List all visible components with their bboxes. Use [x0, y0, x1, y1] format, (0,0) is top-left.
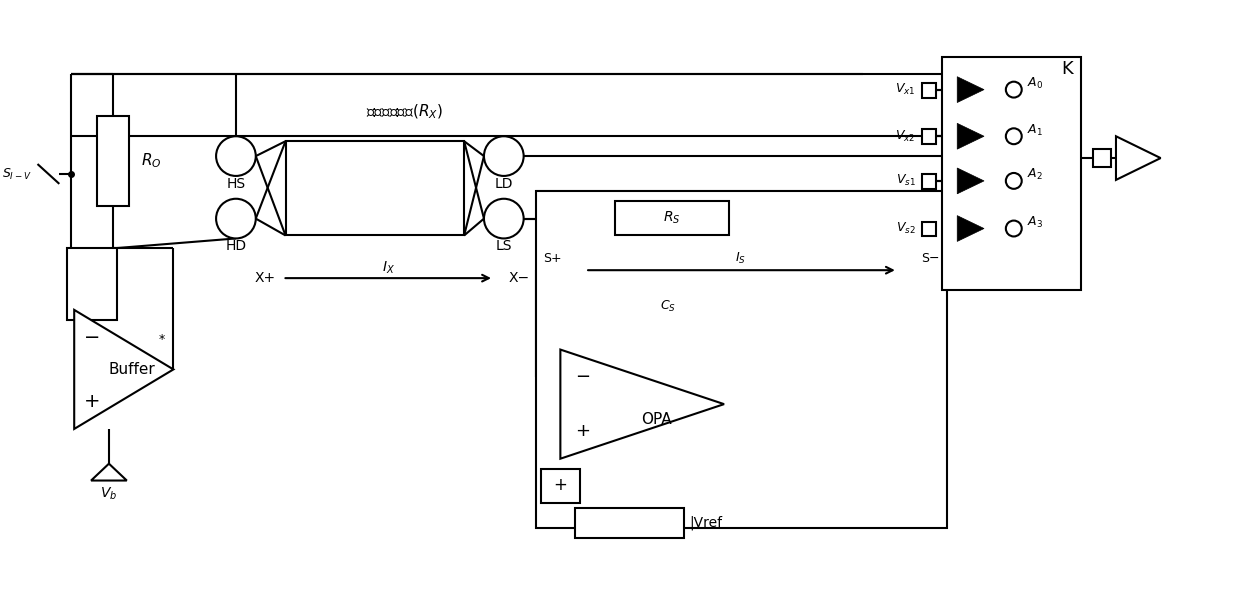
Bar — [541, 469, 580, 504]
Text: 待测样品电阻($R_X$): 待测样品电阻($R_X$) — [366, 102, 443, 121]
Polygon shape — [74, 310, 174, 429]
Circle shape — [484, 136, 523, 176]
Circle shape — [216, 198, 255, 239]
Polygon shape — [957, 123, 985, 149]
Text: $V_{s1}$: $V_{s1}$ — [895, 173, 915, 188]
Bar — [575, 508, 684, 538]
Text: $V_{x1}$: $V_{x1}$ — [895, 82, 915, 97]
Text: +: + — [574, 422, 590, 440]
Text: K: K — [1061, 59, 1074, 78]
Text: $A_2$: $A_2$ — [1027, 167, 1043, 183]
Bar — [536, 191, 947, 528]
Text: HS: HS — [227, 177, 246, 191]
Text: Buffer: Buffer — [108, 362, 155, 377]
Polygon shape — [957, 216, 985, 241]
Text: $R_O$: $R_O$ — [140, 152, 161, 170]
Text: S−: S− — [921, 252, 940, 265]
Text: |Vref: |Vref — [689, 516, 723, 531]
Circle shape — [484, 198, 523, 239]
Text: $V_b$: $V_b$ — [100, 485, 118, 502]
Bar — [942, 57, 1081, 290]
Circle shape — [1006, 173, 1022, 189]
Polygon shape — [1116, 136, 1161, 180]
Text: OPA: OPA — [641, 412, 672, 426]
Text: $S_{I-V}$: $S_{I-V}$ — [1, 167, 31, 181]
Polygon shape — [560, 349, 724, 459]
Text: $A_0$: $A_0$ — [1027, 76, 1043, 91]
Text: $V_{x2}$: $V_{x2}$ — [895, 129, 915, 144]
Text: X+: X+ — [254, 271, 275, 285]
Circle shape — [1006, 221, 1022, 236]
Text: LD: LD — [495, 177, 513, 191]
Text: S+: S+ — [543, 252, 562, 265]
Bar — [921, 130, 936, 144]
Text: +: + — [84, 392, 100, 411]
Circle shape — [1006, 82, 1022, 98]
Text: *: * — [159, 333, 165, 346]
Polygon shape — [957, 168, 985, 194]
Bar — [1094, 149, 1111, 167]
Bar — [615, 201, 729, 236]
Bar — [285, 141, 464, 236]
Bar — [97, 117, 129, 206]
Polygon shape — [957, 77, 985, 102]
Polygon shape — [91, 464, 126, 481]
Text: $A_3$: $A_3$ — [1027, 215, 1043, 230]
Text: HD: HD — [226, 239, 247, 253]
Bar — [921, 82, 936, 98]
Bar — [67, 249, 117, 320]
Text: −: − — [84, 328, 100, 347]
Text: $V_{s2}$: $V_{s2}$ — [895, 221, 915, 236]
Text: $C_S$: $C_S$ — [661, 299, 677, 315]
Text: −: − — [574, 368, 590, 386]
Text: LS: LS — [496, 239, 512, 253]
Text: X−: X− — [508, 271, 529, 285]
Text: $A_1$: $A_1$ — [1027, 123, 1043, 138]
Text: $I_S$: $I_S$ — [735, 251, 746, 266]
Text: $R_S$: $R_S$ — [662, 210, 681, 226]
Bar — [921, 221, 936, 236]
Bar — [921, 174, 936, 189]
Circle shape — [216, 136, 255, 176]
Text: $I_X$: $I_X$ — [382, 260, 396, 276]
Text: +: + — [553, 477, 568, 495]
Circle shape — [1006, 128, 1022, 144]
